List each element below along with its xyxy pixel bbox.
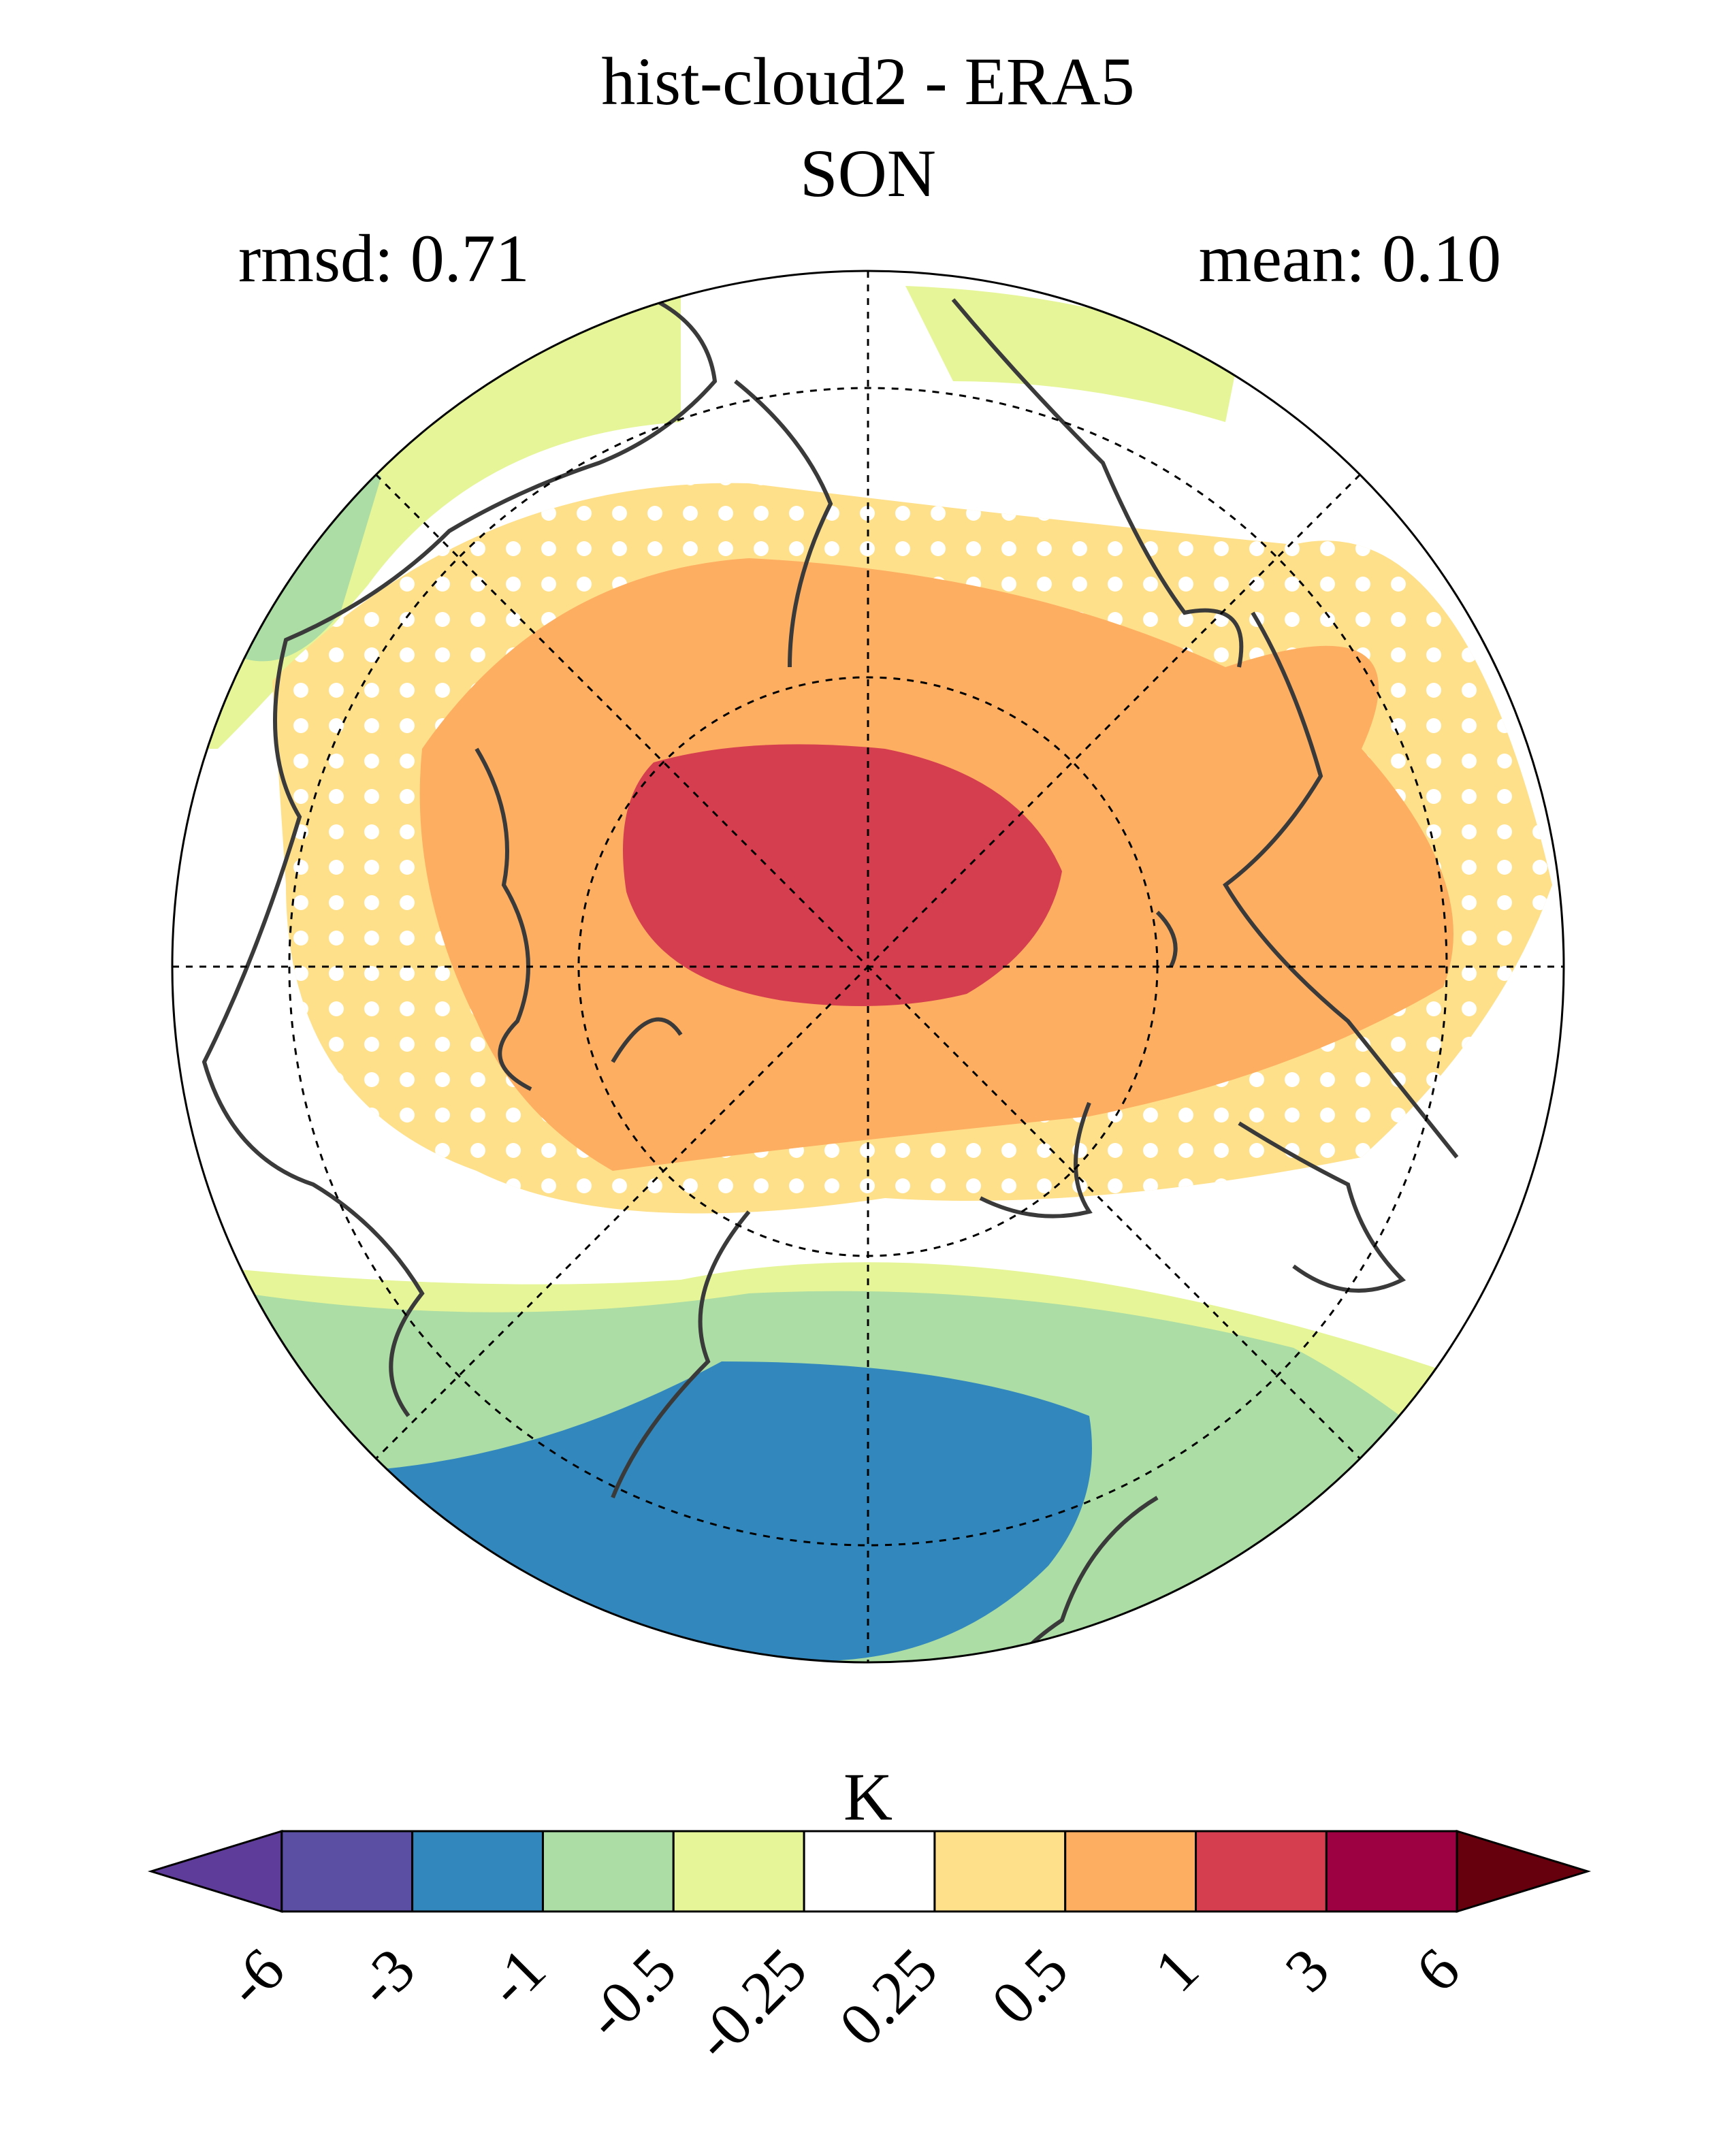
colorbar-tick-label: 1	[1142, 1935, 1212, 2005]
colorbar-tick-label: 6	[1403, 1935, 1473, 2005]
colorbar-units: K	[843, 1759, 893, 1835]
polar-map	[171, 270, 1565, 1664]
map-boundary	[171, 270, 1565, 1664]
graticule	[172, 271, 1564, 1662]
colorbar-tick-label: -1	[475, 1935, 558, 2019]
colorbar-swatch	[411, 1830, 544, 1913]
colorbar-tick-label: -3	[344, 1935, 428, 2019]
colorbar-tick-label: 0.25	[826, 1935, 950, 2059]
colorbar-tick-label: -0.25	[681, 1935, 820, 2073]
colorbar-tick-label: -0.5	[573, 1935, 689, 2052]
colorbar-tick-label: -6	[214, 1935, 298, 2019]
colorbar-extend-high	[1456, 1829, 1592, 1914]
colorbar-swatch	[803, 1830, 936, 1913]
colorbar-swatch	[1064, 1830, 1197, 1913]
colorbar-tick-label: 3	[1272, 1935, 1342, 2005]
colorbar-swatch	[933, 1830, 1067, 1913]
rmsd-label: rmsd: 0.71	[238, 221, 530, 296]
region-red	[623, 744, 1062, 1006]
mean-label: mean: 0.10	[1198, 221, 1501, 296]
colorbar-swatch	[1325, 1830, 1458, 1913]
colorbar-swatch	[1195, 1830, 1328, 1913]
map-subtitle: SON	[799, 135, 937, 211]
map-title: hist-cloud2 - ERA5	[601, 44, 1135, 119]
colorbar-swatch	[541, 1830, 675, 1913]
colorbar-swatch	[280, 1830, 414, 1913]
colorbar-tick-label: 0.5	[979, 1935, 1081, 2037]
coastlines	[202, 297, 1459, 1662]
colorbar-swatch	[672, 1830, 805, 1913]
colorbar-extend-low	[147, 1829, 283, 1914]
